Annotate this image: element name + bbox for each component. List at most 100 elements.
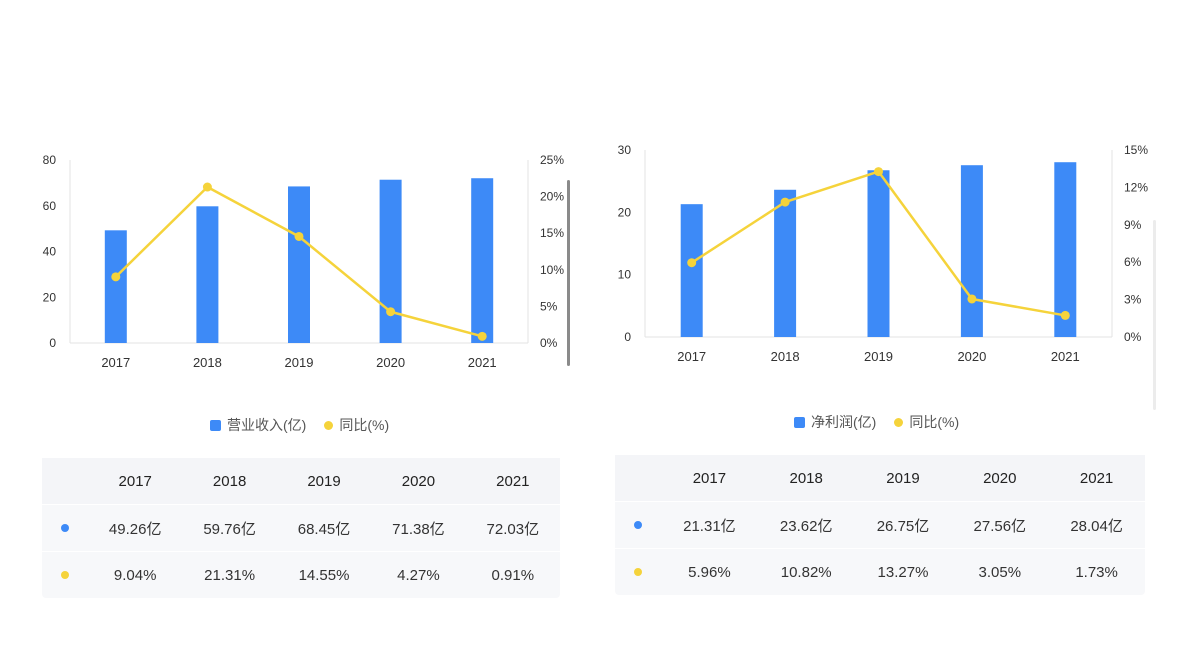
line-legend-icon xyxy=(324,420,334,430)
net-profit-table: 2017 2018 2019 2020 2021 21.31亿 23.62亿 2… xyxy=(615,455,1145,595)
line-point xyxy=(386,307,396,317)
line-point xyxy=(967,294,977,304)
line-series-dot-icon xyxy=(634,568,642,576)
table-row-revenue: 49.26亿 59.76亿 68.45亿 71.38亿 72.03亿 xyxy=(42,505,560,552)
table-header-row: 2017 2018 2019 2020 2021 xyxy=(42,458,560,505)
table-cell: 21.31亿 xyxy=(683,517,736,535)
table-header-cell: 2017 xyxy=(692,469,727,487)
x-tick-label: 2020 xyxy=(957,349,986,364)
table-header-cell: 2019 xyxy=(886,469,920,487)
bar-series-dot-icon xyxy=(634,521,642,529)
table-cell: 23.62亿 xyxy=(779,517,833,535)
y-tick-label: 60 xyxy=(43,199,57,213)
x-tick-label: 2019 xyxy=(864,349,893,364)
legend-item-yoy[interactable]: 同比(%) xyxy=(894,412,959,432)
line-point xyxy=(1060,310,1070,320)
net-profit-panel: 0 10 20 30 0% 3% 6% 9% 12% 15% 2017 2018 2019 2020 202… xyxy=(600,0,1200,672)
y2-tick-label: 0% xyxy=(540,336,558,350)
table-cell: 3.05% xyxy=(978,563,1022,581)
line-legend-icon xyxy=(894,417,904,427)
bar xyxy=(867,170,890,337)
bar xyxy=(196,206,219,343)
table-row-yoy: 9.04% 21.31% 14.55% 4.27% 0.91% xyxy=(42,552,560,598)
table-cell: 9.04% xyxy=(113,566,157,584)
y2-tick-label: 3% xyxy=(1124,293,1142,307)
table-cell: 5.96% xyxy=(688,563,731,581)
y-tick-label: 0 xyxy=(624,330,631,344)
table-header-row: 2017 2018 2019 2020 2021 xyxy=(615,455,1145,502)
table-cell: 49.26亿 xyxy=(108,520,162,538)
bar-legend-icon xyxy=(794,416,805,428)
legend-label-net-profit: 净利润(亿) xyxy=(811,414,877,430)
y2-tick-label: 15% xyxy=(1124,143,1148,157)
legend-item-net-profit[interactable]: 净利润(亿) xyxy=(794,412,876,432)
table-cell: 10.82% xyxy=(780,563,832,581)
x-tick-label: 2017 xyxy=(677,349,706,364)
table-cell: 59.76亿 xyxy=(203,520,256,538)
bar xyxy=(471,178,494,343)
table-header-cell: 2020 xyxy=(401,472,436,490)
x-tick-label: 2019 xyxy=(285,355,314,370)
table-cell: 72.03亿 xyxy=(486,520,540,538)
revenue-legend[interactable]: 营业收入(亿) 同比(%) xyxy=(210,415,389,435)
table-row-yoy: 5.96% 10.82% 13.27% 3.05% 1.73% xyxy=(615,549,1145,595)
table-header-cell: 2018 xyxy=(789,469,823,487)
table-header-cell: 2021 xyxy=(496,472,530,490)
y2-tick-label: 0% xyxy=(1124,330,1142,344)
line-point xyxy=(111,272,121,282)
table-cell: 71.38亿 xyxy=(392,520,445,538)
revenue-chart: 0 20 40 60 80 0% 5% 10% 15% 20% 25% 2017 2018 2019 202… xyxy=(43,153,565,370)
line-series-dot-icon xyxy=(61,571,69,579)
table-row-net-profit: 21.31亿 23.62亿 26.75亿 27.56亿 28.04亿 xyxy=(615,502,1145,549)
revenue-table: 2017 2018 2019 2020 2021 49.26亿 59.76亿 6… xyxy=(42,458,560,598)
bar-series-dot-icon xyxy=(61,524,69,532)
table-cell: 68.45亿 xyxy=(297,520,351,538)
x-tick-label: 2021 xyxy=(1051,349,1080,364)
bar-legend-icon xyxy=(210,419,221,431)
y-tick-label: 40 xyxy=(43,245,57,259)
line-point xyxy=(477,331,487,341)
net-profit-legend[interactable]: 净利润(亿) 同比(%) xyxy=(794,412,959,432)
x-tick-label: 2018 xyxy=(771,349,800,364)
y-tick-label: 0 xyxy=(49,336,56,350)
bar xyxy=(1054,162,1077,337)
y-tick-label: 10 xyxy=(618,268,632,282)
y2-tick-label: 20% xyxy=(540,190,564,204)
line-point xyxy=(687,258,697,268)
legend-item-revenue[interactable]: 营业收入(亿) xyxy=(210,415,306,435)
bar xyxy=(774,189,797,337)
y-tick-label: 80 xyxy=(43,153,57,167)
y2-tick-label: 10% xyxy=(540,263,564,277)
y-tick-label: 20 xyxy=(43,290,57,304)
table-header-cell: 2018 xyxy=(212,472,247,490)
scrollbar[interactable] xyxy=(1153,220,1156,410)
line-point xyxy=(294,231,304,241)
y2-tick-label: 25% xyxy=(540,153,564,167)
table-cell: 14.55% xyxy=(298,566,350,584)
bar xyxy=(960,165,983,337)
table-cell: 26.75亿 xyxy=(876,517,930,535)
revenue-panel: 0 20 40 60 80 0% 5% 10% 15% 20% 25% 2017 2018 2019 202… xyxy=(42,153,570,598)
scrollbar[interactable] xyxy=(567,180,570,366)
legend-item-yoy[interactable]: 同比(%) xyxy=(324,415,389,435)
bar xyxy=(379,179,402,343)
legend-label-yoy: 同比(%) xyxy=(909,414,960,430)
table-header-cell: 2021 xyxy=(1079,469,1114,487)
table-cell: 4.27% xyxy=(397,566,440,584)
table-cell: 21.31% xyxy=(204,566,256,584)
y-tick-label: 30 xyxy=(618,143,632,157)
legend-label-yoy: 同比(%) xyxy=(339,417,390,433)
bar xyxy=(288,186,310,343)
y2-tick-label: 9% xyxy=(1124,218,1142,232)
table-cell: 13.27% xyxy=(877,563,929,581)
table-header-cell: 2020 xyxy=(983,469,1017,487)
x-tick-label: 2020 xyxy=(376,355,405,370)
y2-tick-label: 15% xyxy=(540,226,564,240)
y2-tick-label: 6% xyxy=(1124,255,1142,269)
bar xyxy=(680,204,703,337)
table-cell: 0.91% xyxy=(491,566,535,584)
net-profit-chart: 0 10 20 30 0% 3% 6% 9% 12% 15% 2017 2018 2019 2020 202… xyxy=(618,143,1149,364)
y2-tick-label: 12% xyxy=(1124,180,1148,194)
x-tick-label: 2017 xyxy=(101,355,130,370)
line-point xyxy=(780,197,790,207)
